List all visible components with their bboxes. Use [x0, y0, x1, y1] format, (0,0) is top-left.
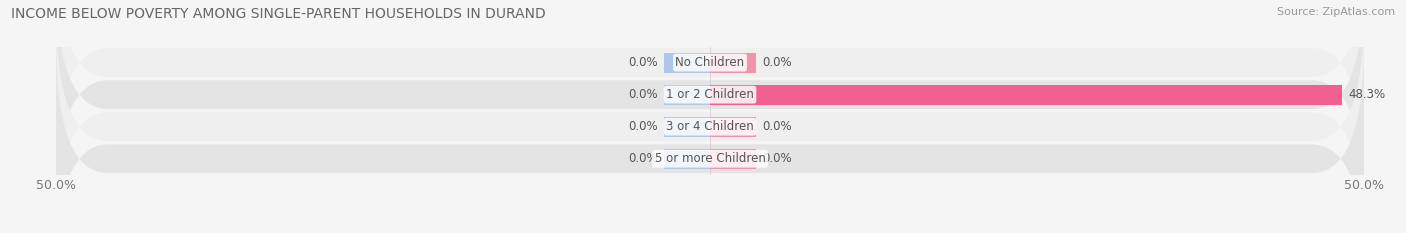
Text: 3 or 4 Children: 3 or 4 Children — [666, 120, 754, 133]
Text: 5 or more Children: 5 or more Children — [655, 152, 765, 165]
Text: 0.0%: 0.0% — [762, 56, 792, 69]
FancyBboxPatch shape — [56, 0, 1364, 176]
Text: 0.0%: 0.0% — [762, 120, 792, 133]
Bar — [664, 117, 710, 137]
Text: Source: ZipAtlas.com: Source: ZipAtlas.com — [1277, 7, 1395, 17]
Bar — [710, 117, 756, 137]
Text: 0.0%: 0.0% — [628, 56, 658, 69]
Bar — [710, 53, 756, 72]
Bar — [664, 53, 710, 72]
FancyBboxPatch shape — [56, 13, 1364, 233]
Text: 0.0%: 0.0% — [628, 88, 658, 101]
Text: 48.3%: 48.3% — [1348, 88, 1385, 101]
FancyBboxPatch shape — [56, 0, 1364, 208]
Bar — [664, 85, 710, 105]
Text: INCOME BELOW POVERTY AMONG SINGLE-PARENT HOUSEHOLDS IN DURAND: INCOME BELOW POVERTY AMONG SINGLE-PARENT… — [11, 7, 546, 21]
Bar — [710, 149, 756, 169]
Bar — [710, 85, 1341, 105]
Text: 1 or 2 Children: 1 or 2 Children — [666, 88, 754, 101]
Text: 0.0%: 0.0% — [628, 152, 658, 165]
Text: 0.0%: 0.0% — [762, 152, 792, 165]
FancyBboxPatch shape — [56, 45, 1364, 233]
Bar — [664, 149, 710, 169]
Text: No Children: No Children — [675, 56, 745, 69]
Text: 0.0%: 0.0% — [628, 120, 658, 133]
